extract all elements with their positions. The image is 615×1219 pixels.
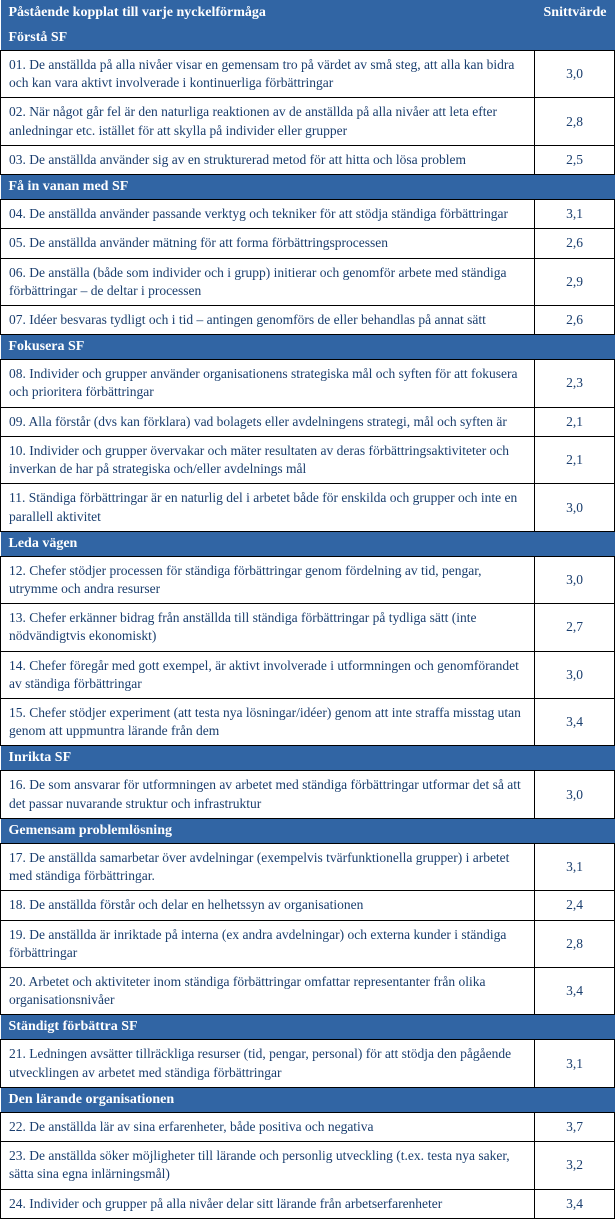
statement-text: 18. De anställda förstår och delar en he… bbox=[1, 891, 535, 920]
table-row: 24. Individer och grupper på alla nivåer… bbox=[1, 1189, 615, 1218]
section-header: Den lärande organisationen bbox=[1, 1087, 615, 1112]
table-row: 19. De anställda är inriktade på interna… bbox=[1, 920, 615, 967]
statement-text: 06. De anställa (både som individer och … bbox=[1, 258, 535, 305]
section-title: Gemensam problemlösning bbox=[1, 818, 615, 843]
statement-text: 21. Ledningen avsätter tillräckliga resu… bbox=[1, 1040, 535, 1087]
statement-text: 05. De anställda använder mätning för at… bbox=[1, 229, 535, 258]
statement-value: 3,0 bbox=[535, 651, 615, 698]
statement-text: 16. De som ansvarar för utformningen av … bbox=[1, 771, 535, 818]
statement-text: 04. De anställda använder passande verkt… bbox=[1, 200, 535, 229]
statement-value: 2,1 bbox=[535, 407, 615, 436]
statement-value: 2,8 bbox=[535, 98, 615, 145]
statement-value: 2,1 bbox=[535, 436, 615, 483]
statement-value: 3,4 bbox=[535, 699, 615, 746]
section-title: Leda vägen bbox=[1, 531, 615, 556]
statement-text: 09. Alla förstår (dvs kan förklara) vad … bbox=[1, 407, 535, 436]
statement-value: 3,1 bbox=[535, 1040, 615, 1087]
survey-table: Påstående kopplat till varje nyckelförmå… bbox=[0, 0, 615, 1219]
table-header-row: Påstående kopplat till varje nyckelförmå… bbox=[1, 0, 615, 26]
table-row: 11. Ständiga förbättringar är en naturli… bbox=[1, 484, 615, 531]
section-header: Gemensam problemlösning bbox=[1, 818, 615, 843]
table-row: 03. De anställda använder sig av en stru… bbox=[1, 145, 615, 174]
statement-value: 2,6 bbox=[535, 229, 615, 258]
statement-text: 07. Idéer besvaras tydligt och i tid – a… bbox=[1, 305, 535, 334]
statement-value: 3,0 bbox=[535, 771, 615, 818]
table-row: 12. Chefer stödjer processen för ständig… bbox=[1, 556, 615, 603]
table-row: 20. Arbetet och aktiviteter inom ständig… bbox=[1, 968, 615, 1015]
statement-value: 3,0 bbox=[535, 556, 615, 603]
statement-value: 2,4 bbox=[535, 891, 615, 920]
table-row: 10. Individer och grupper övervakar och … bbox=[1, 436, 615, 483]
statement-text: 01. De anställda på alla nivåer visar en… bbox=[1, 51, 535, 98]
statement-value: 3,4 bbox=[535, 968, 615, 1015]
statement-text: 14. Chefer föregår med gott exempel, är … bbox=[1, 651, 535, 698]
table-row: 09. Alla förstår (dvs kan förklara) vad … bbox=[1, 407, 615, 436]
statement-text: 17. De anställda samarbetar över avdelni… bbox=[1, 843, 535, 890]
statement-text: 03. De anställda använder sig av en stru… bbox=[1, 145, 535, 174]
statement-text: 08. Individer och grupper använder organ… bbox=[1, 360, 535, 407]
section-header: Ständigt förbättra SF bbox=[1, 1015, 615, 1040]
section-title: Fokusera SF bbox=[1, 335, 615, 360]
section-header: Fokusera SF bbox=[1, 335, 615, 360]
section-title: Förstå SF bbox=[1, 26, 615, 51]
statement-text: 22. De anställda lär av sina erfarenhete… bbox=[1, 1112, 535, 1141]
section-title: Få in vanan med SF bbox=[1, 175, 615, 200]
table-row: 13. Chefer erkänner bidrag från anställd… bbox=[1, 604, 615, 651]
table-row: 07. Idéer besvaras tydligt och i tid – a… bbox=[1, 305, 615, 334]
statement-value: 2,9 bbox=[535, 258, 615, 305]
section-header: Inrikta SF bbox=[1, 746, 615, 771]
statement-text: 15. Chefer stödjer experiment (att testa… bbox=[1, 699, 535, 746]
statement-text: 19. De anställda är inriktade på interna… bbox=[1, 920, 535, 967]
statement-value: 2,5 bbox=[535, 145, 615, 174]
table-row: 22. De anställda lär av sina erfarenhete… bbox=[1, 1112, 615, 1141]
statement-value: 2,7 bbox=[535, 604, 615, 651]
statement-value: 2,6 bbox=[535, 305, 615, 334]
statement-value: 2,8 bbox=[535, 920, 615, 967]
table-row: 15. Chefer stödjer experiment (att testa… bbox=[1, 699, 615, 746]
header-statement-label: Påstående kopplat till varje nyckelförmå… bbox=[1, 0, 535, 26]
table-row: 18. De anställda förstår och delar en he… bbox=[1, 891, 615, 920]
table-row: 04. De anställda använder passande verkt… bbox=[1, 200, 615, 229]
section-title: Inrikta SF bbox=[1, 746, 615, 771]
table-row: 17. De anställda samarbetar över avdelni… bbox=[1, 843, 615, 890]
section-header: Förstå SF bbox=[1, 26, 615, 51]
statement-value: 2,3 bbox=[535, 360, 615, 407]
table-row: 16. De som ansvarar för utformningen av … bbox=[1, 771, 615, 818]
statement-text: 23. De anställda söker möjligheter till … bbox=[1, 1142, 535, 1189]
statement-value: 3,0 bbox=[535, 51, 615, 98]
statement-value: 3,1 bbox=[535, 843, 615, 890]
header-value-label: Snittvärde bbox=[535, 0, 615, 26]
statement-value: 3,1 bbox=[535, 200, 615, 229]
section-title: Den lärande organisationen bbox=[1, 1087, 615, 1112]
table-row: 21. Ledningen avsätter tillräckliga resu… bbox=[1, 1040, 615, 1087]
statement-value: 3,4 bbox=[535, 1189, 615, 1218]
table-row: 06. De anställa (både som individer och … bbox=[1, 258, 615, 305]
statement-value: 3,7 bbox=[535, 1112, 615, 1141]
table-row: 23. De anställda söker möjligheter till … bbox=[1, 1142, 615, 1189]
table-row: 14. Chefer föregår med gott exempel, är … bbox=[1, 651, 615, 698]
table-row: 08. Individer och grupper använder organ… bbox=[1, 360, 615, 407]
section-header: Få in vanan med SF bbox=[1, 175, 615, 200]
statement-text: 12. Chefer stödjer processen för ständig… bbox=[1, 556, 535, 603]
statement-value: 3,0 bbox=[535, 484, 615, 531]
statement-text: 13. Chefer erkänner bidrag från anställd… bbox=[1, 604, 535, 651]
statement-text: 11. Ständiga förbättringar är en naturli… bbox=[1, 484, 535, 531]
statement-text: 24. Individer och grupper på alla nivåer… bbox=[1, 1189, 535, 1218]
statement-value: 3,2 bbox=[535, 1142, 615, 1189]
statement-text: 10. Individer och grupper övervakar och … bbox=[1, 436, 535, 483]
table-row: 05. De anställda använder mätning för at… bbox=[1, 229, 615, 258]
table-row: 01. De anställda på alla nivåer visar en… bbox=[1, 51, 615, 98]
section-header: Leda vägen bbox=[1, 531, 615, 556]
statement-text: 20. Arbetet och aktiviteter inom ständig… bbox=[1, 968, 535, 1015]
section-title: Ständigt förbättra SF bbox=[1, 1015, 615, 1040]
table-row: 02. När något går fel är den naturliga r… bbox=[1, 98, 615, 145]
statement-text: 02. När något går fel är den naturliga r… bbox=[1, 98, 535, 145]
